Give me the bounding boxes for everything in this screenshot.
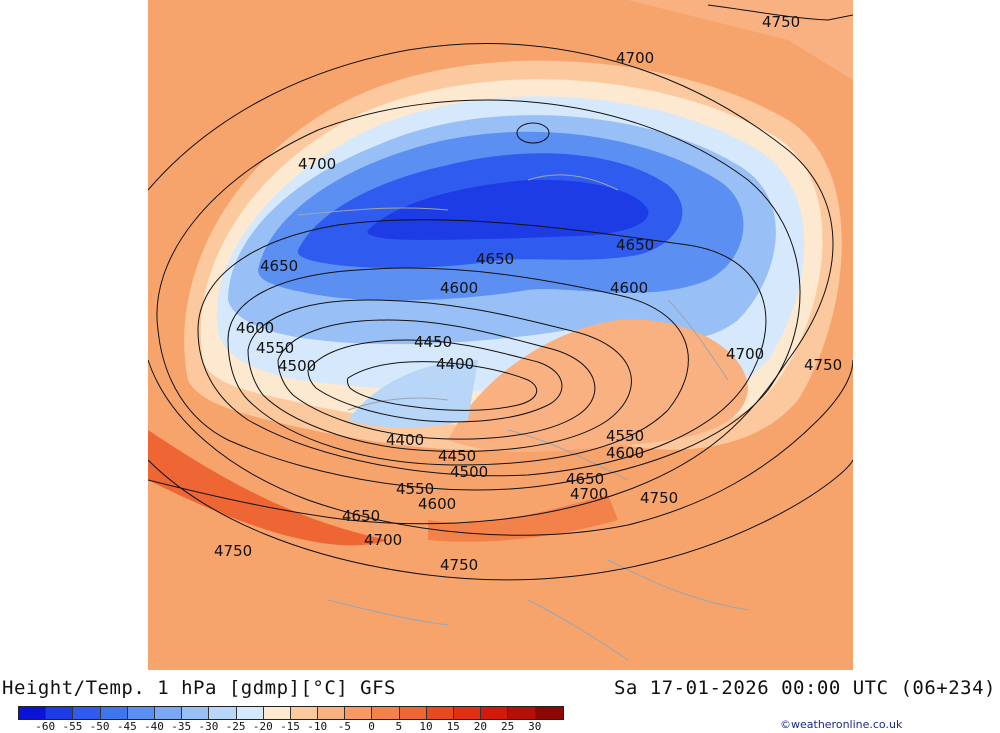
contour-label: 4600 <box>418 495 456 513</box>
hot-band-south <box>428 495 618 542</box>
colorbar-swatch <box>19 707 47 719</box>
contour-label: 4700 <box>726 345 764 363</box>
contour-label: 4500 <box>278 357 316 375</box>
contour-label: 4750 <box>762 13 800 31</box>
colorbar-tick-label: -50 <box>89 720 110 733</box>
contour-label: 4700 <box>616 49 654 67</box>
colorbar-tick-label: -30 <box>198 720 219 733</box>
colorbar-swatch <box>46 707 74 719</box>
colorbar-swatch <box>100 707 128 719</box>
contour-label: 4600 <box>610 279 648 297</box>
temperature-colorbar <box>18 706 564 720</box>
contour-label: 4700 <box>298 155 336 173</box>
contour-label: 4650 <box>476 250 514 268</box>
colorbar-tick-label: -55 <box>62 720 83 733</box>
contour-label: 4650 <box>342 507 380 525</box>
colorbar-tick-label: 30 <box>528 720 542 733</box>
colorbar-swatch <box>535 707 563 719</box>
colorbar-swatch <box>508 707 536 719</box>
colorbar-swatch <box>454 707 482 719</box>
colorbar-swatch <box>399 707 427 719</box>
contour-label: 4600 <box>236 319 274 337</box>
warm-patch <box>628 0 853 80</box>
cool-patch-west <box>348 360 478 428</box>
contour-label: 4700 <box>570 485 608 503</box>
colorbar-tick-label: -40 <box>144 720 164 733</box>
colorbar-tick-label: -15 <box>280 720 300 733</box>
colorbar-swatch <box>236 707 264 719</box>
cold-core-deep <box>367 179 649 240</box>
colorbar-labels: -60 -55 -50 -45 -40 -35 -30 -25 -20 -15 -10 -5 0 5 10 1… <box>18 721 578 733</box>
colorbar-swatch <box>426 707 454 719</box>
colorbar-tick-label: 5 <box>395 720 403 733</box>
contour-label: 4600 <box>606 444 644 462</box>
colorbar-tick-label: 20 <box>473 720 488 733</box>
small-low-contour <box>516 122 550 144</box>
weather-map: 4750 4700 4700 4650 4650 4650 4600 4600 … <box>148 0 853 670</box>
colorbar-swatch <box>372 707 400 719</box>
colorbar-swatch <box>73 707 101 719</box>
contour-label: 4400 <box>436 355 474 373</box>
contour-label: 4650 <box>260 257 298 275</box>
colorbar-swatch <box>154 707 183 719</box>
contour-label: 4400 <box>386 431 424 449</box>
colorbar-swatch <box>345 707 373 719</box>
map-title: Height/Temp. 1 hPa [gdmp][°C] GFS <box>2 677 396 699</box>
colorbar-tick-label: -45 <box>116 720 137 733</box>
colorbar-tick-label: 0 <box>368 720 375 733</box>
hot-band-west <box>148 430 388 546</box>
colorbar-tick-label: -20 <box>252 720 273 733</box>
coastlines <box>297 174 749 661</box>
valid-datetime: Sa 17-01-2026 00:00 UTC (06+234) <box>613 677 996 699</box>
colorbar-tick-label: 10 <box>419 720 433 733</box>
height-contours <box>148 4 853 581</box>
colorbar-swatch <box>481 707 509 719</box>
colorbar-swatch <box>182 707 210 719</box>
colorbar-tick-label: -25 <box>225 720 246 733</box>
warm-intrusion <box>448 319 748 452</box>
contour-label: 4650 <box>616 236 654 254</box>
colorbar-tick-label: -10 <box>307 720 328 733</box>
colorbar-tick-label: 15 <box>446 720 460 733</box>
contour-label: 4750 <box>640 489 678 507</box>
colorbar-swatch <box>263 707 291 719</box>
contour-label: 4600 <box>440 279 478 297</box>
contour-label: 4750 <box>214 542 252 560</box>
colorbar-tick-label: -35 <box>171 720 192 733</box>
colorbar-tick-label: -5 <box>337 720 352 733</box>
contour-label: 4550 <box>606 427 644 445</box>
credit-text: ©weatheronline.co.uk <box>780 718 903 731</box>
contour-label: 4500 <box>450 463 488 481</box>
contour-label: 4750 <box>440 556 478 574</box>
contour-label: 4550 <box>256 339 294 357</box>
map-canvas: 4750 4700 4700 4650 4650 4650 4600 4600 … <box>148 0 853 670</box>
colorbar-tick-label: -60 <box>35 720 56 733</box>
contour-label: 4700 <box>364 531 402 549</box>
contour-label: 4450 <box>414 333 452 351</box>
colorbar-tick-label: 25 <box>500 720 515 733</box>
colorbar-swatch <box>290 707 319 719</box>
colorbar-swatch <box>127 707 155 719</box>
contour-label: 4650 <box>566 470 604 488</box>
contour-label: 4750 <box>804 356 842 374</box>
contour-label: 4550 <box>396 480 434 498</box>
colorbar-swatch <box>209 707 237 719</box>
colorbar-swatch <box>318 707 346 719</box>
contour-label-group: 4750 4700 4700 4650 4650 4650 4600 4600 … <box>214 13 842 574</box>
contour-label: 4450 <box>438 447 476 465</box>
